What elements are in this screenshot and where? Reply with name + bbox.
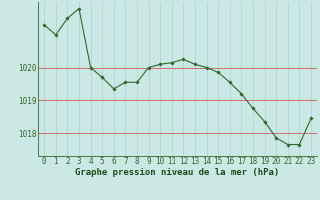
X-axis label: Graphe pression niveau de la mer (hPa): Graphe pression niveau de la mer (hPa) — [76, 168, 280, 177]
